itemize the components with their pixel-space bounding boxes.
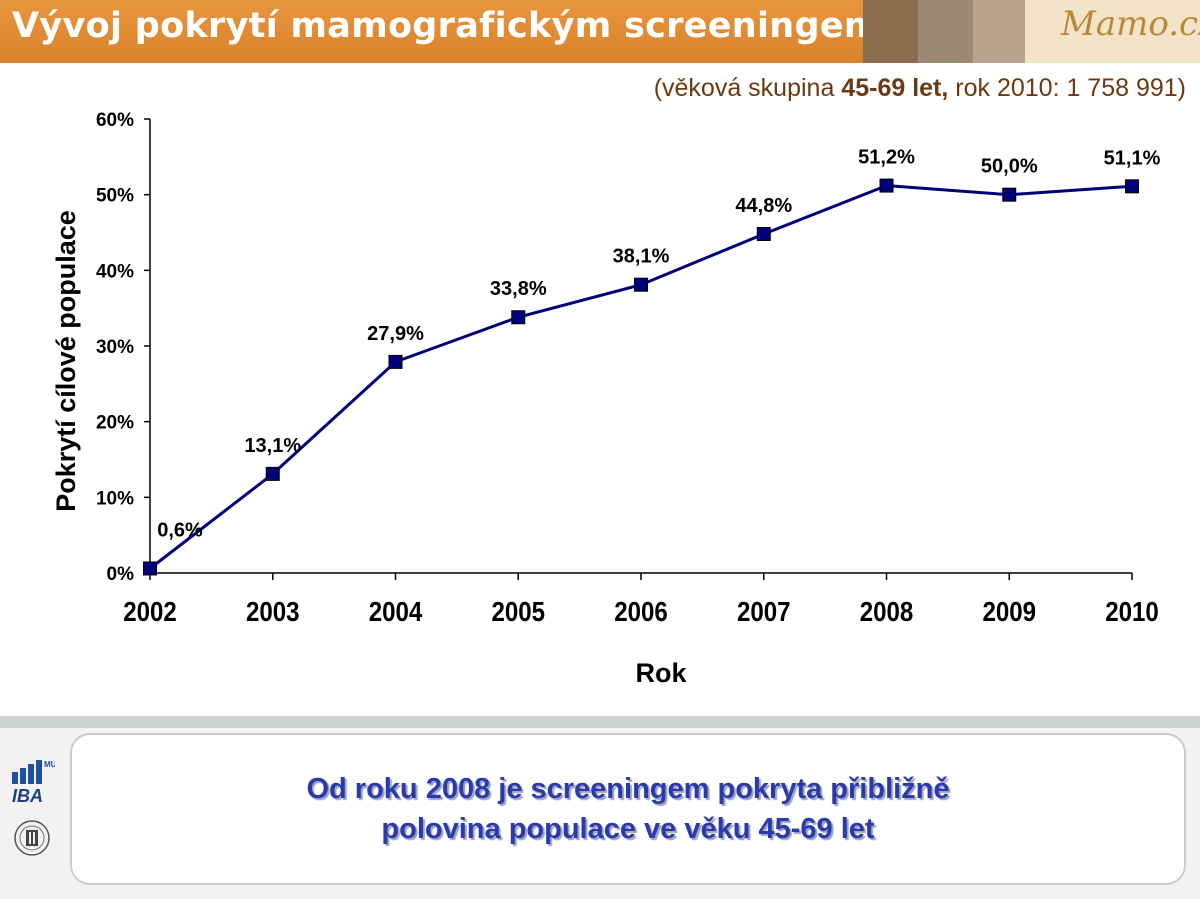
y-tick-label: 40%: [96, 261, 134, 282]
x-tick-label: 2010: [1105, 595, 1159, 627]
header-strip-2: [918, 0, 973, 63]
x-tick-label: 2003: [246, 595, 300, 627]
x-tick-labels: 2002 2003 2004 2005 2006 2007 2008 2009 2010: [123, 595, 1159, 627]
page-title: Vývoj pokrytí mamografickým screeningem: [12, 6, 881, 46]
y-tick-label: 0%: [107, 564, 135, 585]
footer-divider: [0, 716, 1200, 728]
header-bar: [0, 0, 863, 63]
data-point: [634, 277, 648, 292]
subtitle-prefix: (věková skupina: [653, 74, 842, 102]
data-label: 51,1%: [1104, 147, 1161, 169]
x-tick-label: 2006: [614, 595, 668, 627]
data-point: [265, 466, 280, 481]
x-tick-label: 2002: [123, 595, 177, 627]
conclusion-line-1: Od roku 2008 je screeningem pokryta přib…: [306, 773, 950, 805]
subtitle-suffix: rok 2010: 1 758 991): [948, 74, 1186, 102]
data-point: [879, 178, 894, 193]
university-seal-icon: [14, 820, 50, 856]
y-tick-labels: 0% 10% 20% 30% 40% 50% 60%: [96, 110, 134, 585]
data-label: 51,2%: [858, 147, 915, 169]
data-points: [143, 178, 1139, 576]
data-point: [756, 227, 771, 242]
iba-logo: MU IBA: [12, 760, 55, 806]
conclusion-box: Od roku 2008 je screeningem pokryta přib…: [70, 733, 1186, 885]
data-point: [143, 561, 157, 576]
x-tick-label: 2007: [737, 595, 791, 627]
iba-logo-text: IBA: [12, 786, 43, 806]
header-strip-1: [863, 0, 918, 63]
x-tick-label: 2005: [491, 595, 545, 627]
data-label: 38,1%: [613, 246, 670, 268]
data-label: 44,8%: [735, 195, 792, 217]
y-axis-label: Pokrytí cílové populace: [51, 210, 81, 512]
data-point: [1002, 187, 1017, 202]
data-label: 33,8%: [490, 278, 547, 300]
data-label: 50,0%: [981, 156, 1038, 178]
mu-mini-text: MU: [44, 760, 55, 769]
header-strip-3: [973, 0, 1025, 63]
x-axis-label: Rok: [635, 658, 687, 688]
y-tick-label: 50%: [96, 186, 134, 207]
x-tick-label: 2008: [860, 595, 914, 627]
data-point: [388, 354, 403, 369]
y-tick-label: 30%: [96, 337, 134, 358]
data-label: 0,6%: [157, 519, 203, 541]
subtitle-bold: 45-69 let,: [841, 74, 949, 102]
chart-axes: [144, 118, 1133, 580]
data-labels: 0,6% 13,1% 27,9% 33,8% 38,1% 44,8% 51,2% 50,0% 5…: [157, 147, 1160, 542]
data-point: [511, 310, 526, 325]
data-label: 13,1%: [244, 435, 301, 457]
x-tick-label: 2009: [982, 595, 1036, 627]
mamo-logo-text: Mamo.cz: [1061, 4, 1200, 44]
y-tick-label: 20%: [96, 413, 134, 434]
chart-subtitle: (věková skupina 45-69 let, rok 2010: 1 7…: [654, 74, 1186, 103]
line-chart: 0%10%20%30%40%50%60% 2002 2003 2004 2005 200…: [51, 110, 1161, 688]
x-tick-label: 2004: [369, 595, 423, 627]
data-point: [1125, 179, 1139, 194]
y-tick-label: 10%: [96, 488, 134, 509]
y-tick-label: 60%: [96, 110, 134, 131]
conclusion-line-2: polovina populace ve věku 45-69 let: [381, 813, 875, 845]
data-label: 27,9%: [367, 323, 424, 345]
mamo-logo: Mamo.cz: [1025, 0, 1200, 63]
series-line: [149, 184, 1133, 570]
